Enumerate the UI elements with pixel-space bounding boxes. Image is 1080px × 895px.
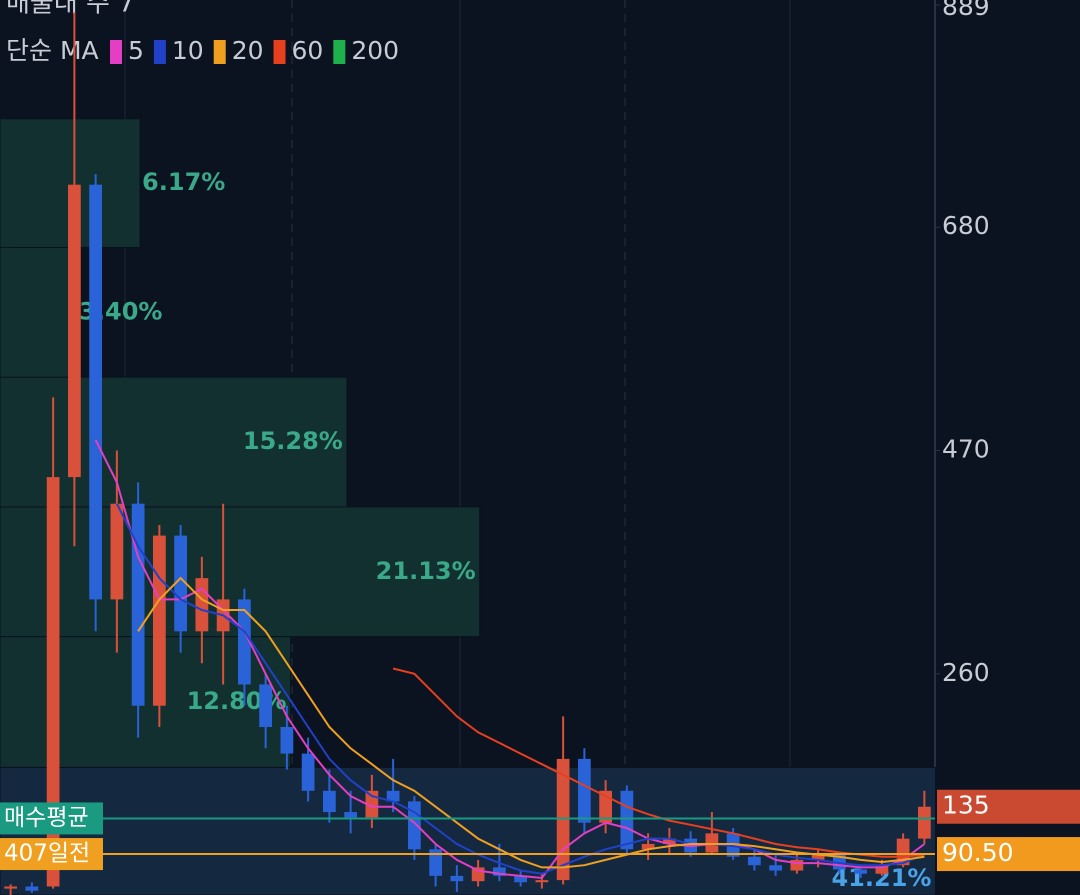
legend-label: 20: [232, 36, 264, 65]
candle-body: [918, 806, 931, 839]
legend-label: 5: [128, 36, 144, 65]
candle-body: [535, 880, 549, 883]
candle-body: [556, 758, 570, 881]
legend-swatch: [213, 40, 226, 64]
price-line-label: 407일전: [4, 841, 90, 867]
candle-body: [131, 503, 145, 706]
price-line-tag: [0, 802, 103, 835]
ma-line: [116, 503, 925, 875]
chart-title: 매물대 주 7: [6, 0, 135, 19]
price-tag: [937, 837, 1080, 872]
candle-body: [514, 875, 527, 883]
candle-body: [641, 843, 655, 850]
candle-body: [25, 886, 39, 891]
candle-body: [811, 854, 825, 860]
candle-body: [386, 790, 400, 802]
ma-line: [392, 667, 925, 858]
candle-body: [344, 812, 357, 818]
y-tick-label: 680: [942, 211, 990, 240]
price-tag: [937, 789, 1080, 824]
candle-body: [174, 535, 187, 632]
candle-body: [854, 869, 867, 874]
candle-body: [790, 859, 804, 871]
legend-swatch: [153, 40, 166, 64]
candle-body: [769, 865, 782, 871]
candle-body: [705, 833, 719, 853]
y-tick-label: 260: [942, 658, 990, 687]
candle-body: [875, 865, 889, 874]
legend-title: 단순 MA: [6, 36, 99, 65]
candle-body: [195, 578, 209, 632]
candle-body: [493, 867, 506, 876]
y-tick-label: 470: [942, 435, 990, 464]
price-line-tag: [0, 838, 103, 871]
y-tick-label: 889: [942, 0, 990, 21]
volume-profile-label: 6.17%: [142, 168, 225, 196]
candle-body: [4, 886, 17, 889]
legend-swatch: [110, 40, 122, 64]
candle-body: [238, 599, 251, 685]
candle-body: [663, 838, 676, 844]
legend-label: 200: [351, 36, 399, 65]
candle-body: [153, 535, 166, 706]
candle-body: [408, 801, 421, 850]
candle-body: [46, 477, 60, 887]
candle-body: [450, 875, 464, 882]
ma-line: [137, 576, 925, 869]
candle-body: [301, 753, 315, 791]
candle-body: [89, 184, 102, 600]
price-line-label: 매수평균: [4, 805, 89, 831]
legend-swatch: [273, 40, 286, 64]
price-tag-label: 90.50: [942, 838, 1014, 867]
volume-profile-bar: [0, 246, 78, 378]
legend-swatch: [333, 40, 346, 64]
legend-label: 60: [292, 36, 324, 65]
candle-body: [68, 184, 81, 478]
candle-body: [323, 790, 336, 813]
candle-body: [280, 726, 294, 754]
ma-line: [94, 439, 925, 880]
candle-body: [110, 503, 124, 600]
legend-label: 10: [172, 36, 204, 65]
candle-body: [748, 856, 761, 866]
candle-body: [259, 684, 272, 727]
candle-body: [429, 849, 442, 876]
volume-profile-label: 15.28%: [243, 427, 343, 455]
candle-body: [578, 758, 591, 823]
volume-profile-label: 21.13%: [376, 557, 476, 585]
price-tag-label: 135: [942, 791, 990, 820]
candle-body: [620, 790, 634, 850]
